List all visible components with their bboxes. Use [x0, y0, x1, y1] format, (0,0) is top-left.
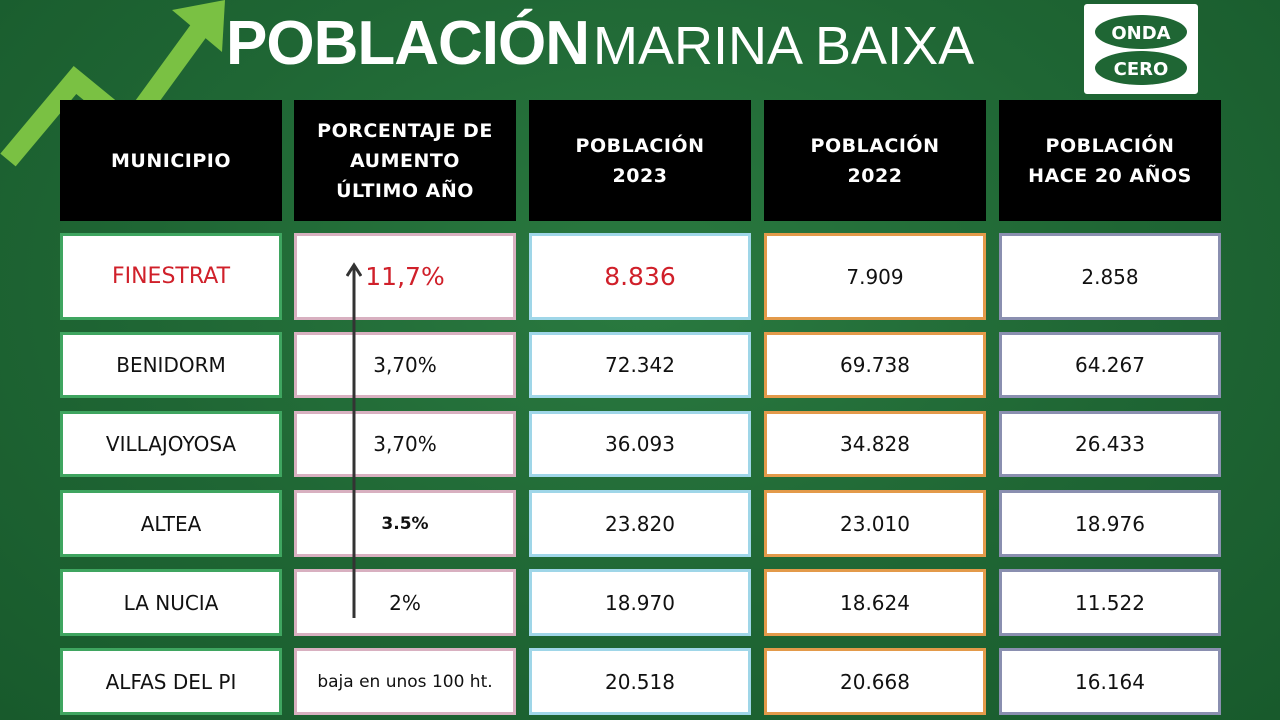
- cell-poblacion-2023: 20.518: [529, 648, 751, 715]
- cell-porcentaje: 11,7%: [294, 233, 516, 320]
- title-sub: MARINA BAIXA: [593, 16, 975, 76]
- header-poblacion-2023: POBLACIÓN 2023: [529, 100, 751, 221]
- cell-municipio: FINESTRAT: [60, 233, 282, 320]
- cell-poblacion-2023: 23.820: [529, 490, 751, 557]
- cell-municipio: VILLAJOYOSA: [60, 411, 282, 477]
- cell-poblacion-2022: 18.624: [764, 569, 986, 636]
- cell-poblacion-20-anos: 64.267: [999, 332, 1221, 398]
- page-title: POBLACIÓNMARINA BAIXA: [226, 8, 974, 79]
- cell-poblacion-2022: 69.738: [764, 332, 986, 398]
- header-poblacion-20-anos: POBLACIÓN HACE 20 AÑOS: [999, 100, 1221, 221]
- cell-poblacion-2022: 23.010: [764, 490, 986, 557]
- logo-text-onda: ONDA: [1111, 23, 1170, 44]
- header-poblacion-2022: POBLACIÓN 2022: [764, 100, 986, 221]
- cell-poblacion-2023: 72.342: [529, 332, 751, 398]
- cell-municipio: BENIDORM: [60, 332, 282, 398]
- cell-poblacion-2022: 34.828: [764, 411, 986, 477]
- header-municipio: MUNICIPIO: [60, 100, 282, 221]
- cell-porcentaje: 2%: [294, 569, 516, 636]
- cell-porcentaje: 3,70%: [294, 411, 516, 477]
- cell-poblacion-20-anos: 26.433: [999, 411, 1221, 477]
- cell-poblacion-20-anos: 2.858: [999, 233, 1221, 320]
- cell-poblacion-2023: 8.836: [529, 233, 751, 320]
- cell-porcentaje: 3,70%: [294, 332, 516, 398]
- cell-poblacion-2022: 7.909: [764, 233, 986, 320]
- cell-municipio: ALTEA: [60, 490, 282, 557]
- cell-poblacion-2023: 18.970: [529, 569, 751, 636]
- logo-text-cero: CERO: [1114, 59, 1169, 80]
- header-porcentaje: PORCENTAJE DE AUMENTO ÚLTIMO AÑO: [294, 100, 516, 221]
- cell-municipio: ALFAS DEL PI: [60, 648, 282, 715]
- cell-poblacion-2023: 36.093: [529, 411, 751, 477]
- up-arrow-icon: [346, 262, 362, 618]
- onda-cero-logo: ONDA CERO: [1084, 4, 1198, 94]
- cell-poblacion-2022: 20.668: [764, 648, 986, 715]
- cell-poblacion-20-anos: 11.522: [999, 569, 1221, 636]
- cell-porcentaje: 3.5%: [294, 490, 516, 557]
- title-main: POBLACIÓN: [226, 9, 590, 78]
- cell-municipio: LA NUCIA: [60, 569, 282, 636]
- cell-porcentaje: baja en unos 100 ht.: [294, 648, 516, 715]
- cell-poblacion-20-anos: 16.164: [999, 648, 1221, 715]
- cell-poblacion-20-anos: 18.976: [999, 490, 1221, 557]
